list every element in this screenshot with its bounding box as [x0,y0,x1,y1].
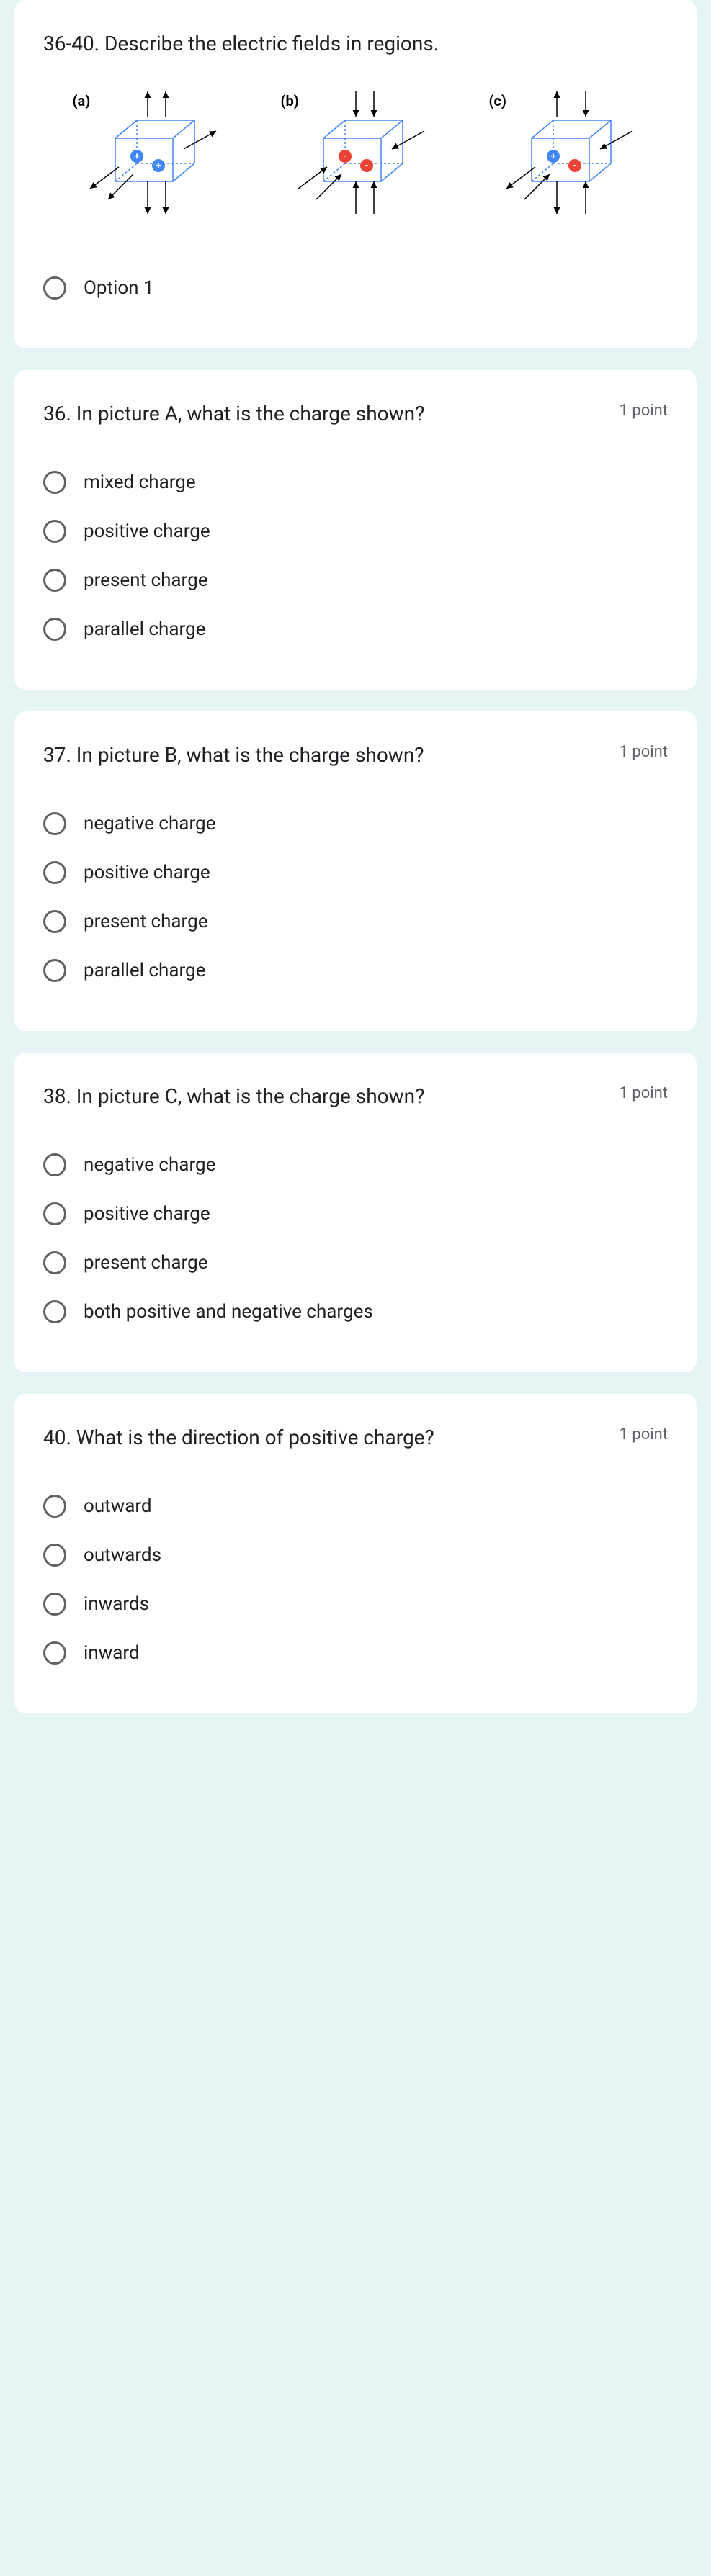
radio-icon[interactable] [43,959,66,982]
question-points: 1 point [620,740,668,761]
option-label: present charge [84,911,208,932]
option-row[interactable]: negative charge [43,1140,668,1189]
radio-icon[interactable] [43,1544,66,1567]
radio-icon[interactable] [43,861,66,884]
question-header: 36-40. Describe the electric fields in r… [43,29,668,59]
option-row[interactable]: mixed charge [43,458,668,507]
svg-text:-: - [365,161,368,171]
question-header: 38. In picture C, what is the charge sho… [43,1081,668,1112]
option-label: outward [84,1495,152,1517]
svg-text:+: + [550,151,555,162]
option-label: inward [84,1642,140,1664]
radio-icon[interactable] [43,910,66,933]
option-label: present charge [84,569,208,591]
svg-text:+: + [156,161,161,171]
question-card: 38. In picture C, what is the charge sho… [14,1053,697,1372]
radio-icon[interactable] [43,569,66,592]
svg-text:-: - [573,161,576,171]
radio-icon[interactable] [43,276,66,300]
option-row[interactable]: positive charge [43,848,668,897]
option-row[interactable]: parallel charge [43,946,668,995]
question-points: 1 point [620,1081,668,1102]
question-header: 40. What is the direction of positive ch… [43,1423,668,1453]
question-header: 36. In picture A, what is the charge sho… [43,399,668,429]
option-label: negative charge [84,813,215,834]
option-label: present charge [84,1252,208,1274]
option-label: positive charge [84,1203,210,1225]
radio-icon[interactable] [43,618,66,641]
radio-icon[interactable] [43,1300,66,1323]
diagram-row: (a) + + (b) [43,88,668,235]
option-label: positive charge [84,862,210,883]
option-row[interactable]: positive charge [43,1189,668,1238]
option-row[interactable]: both positive and negative charges [43,1287,668,1336]
diagram-label: (a) [73,92,91,109]
option-label: parallel charge [84,618,205,640]
question-points: 1 point [620,399,668,420]
diagram-b: (b) - - [277,88,435,235]
radio-icon[interactable] [43,471,66,494]
question-title: 36. In picture A, what is the charge sho… [43,399,620,429]
question-title: 37. In picture B, what is the charge sho… [43,740,620,770]
option-label: parallel charge [84,960,205,981]
radio-icon[interactable] [43,1593,66,1616]
option-label: both positive and negative charges [84,1301,373,1323]
option-row[interactable]: negative charge [43,799,668,848]
option-row[interactable]: outwards [43,1531,668,1580]
option-row[interactable]: positive charge [43,507,668,556]
diagram-a: (a) + + [68,88,227,235]
option-label: inwards [84,1593,149,1615]
question-intro-card: 36-40. Describe the electric fields in r… [14,0,697,348]
question-title: 36-40. Describe the electric fields in r… [43,29,668,59]
svg-text:+: + [134,151,139,162]
option-label: negative charge [84,1154,215,1176]
radio-icon[interactable] [43,812,66,835]
option-row[interactable]: present charge [43,556,668,605]
diagram-c: (c) + - [485,88,643,235]
option-label: positive charge [84,521,210,542]
option-row[interactable]: outward [43,1482,668,1531]
radio-icon[interactable] [43,1153,66,1176]
svg-text:-: - [343,151,346,162]
option-label: mixed charge [84,472,196,493]
question-card: 40. What is the direction of positive ch… [14,1394,697,1713]
option-row[interactable]: inward [43,1629,668,1677]
radio-icon[interactable] [43,520,66,543]
radio-icon[interactable] [43,1641,66,1665]
question-title: 40. What is the direction of positive ch… [43,1423,620,1453]
option-row[interactable]: present charge [43,1238,668,1287]
question-header: 37. In picture B, what is the charge sho… [43,740,668,770]
question-title: 38. In picture C, what is the charge sho… [43,1081,620,1112]
option-label: outwards [84,1544,161,1566]
option-row[interactable]: present charge [43,897,668,946]
radio-icon[interactable] [43,1202,66,1225]
option-row[interactable]: Option 1 [43,264,668,312]
diagram-label: (c) [489,92,506,109]
question-card: 37. In picture B, what is the charge sho… [14,711,697,1031]
option-row[interactable]: inwards [43,1580,668,1629]
option-row[interactable]: parallel charge [43,605,668,654]
question-points: 1 point [620,1423,668,1444]
radio-icon[interactable] [43,1251,66,1274]
option-label: Option 1 [84,277,154,299]
radio-icon[interactable] [43,1495,66,1518]
diagram-label: (b) [281,92,299,109]
question-card: 36. In picture A, what is the charge sho… [14,370,697,690]
